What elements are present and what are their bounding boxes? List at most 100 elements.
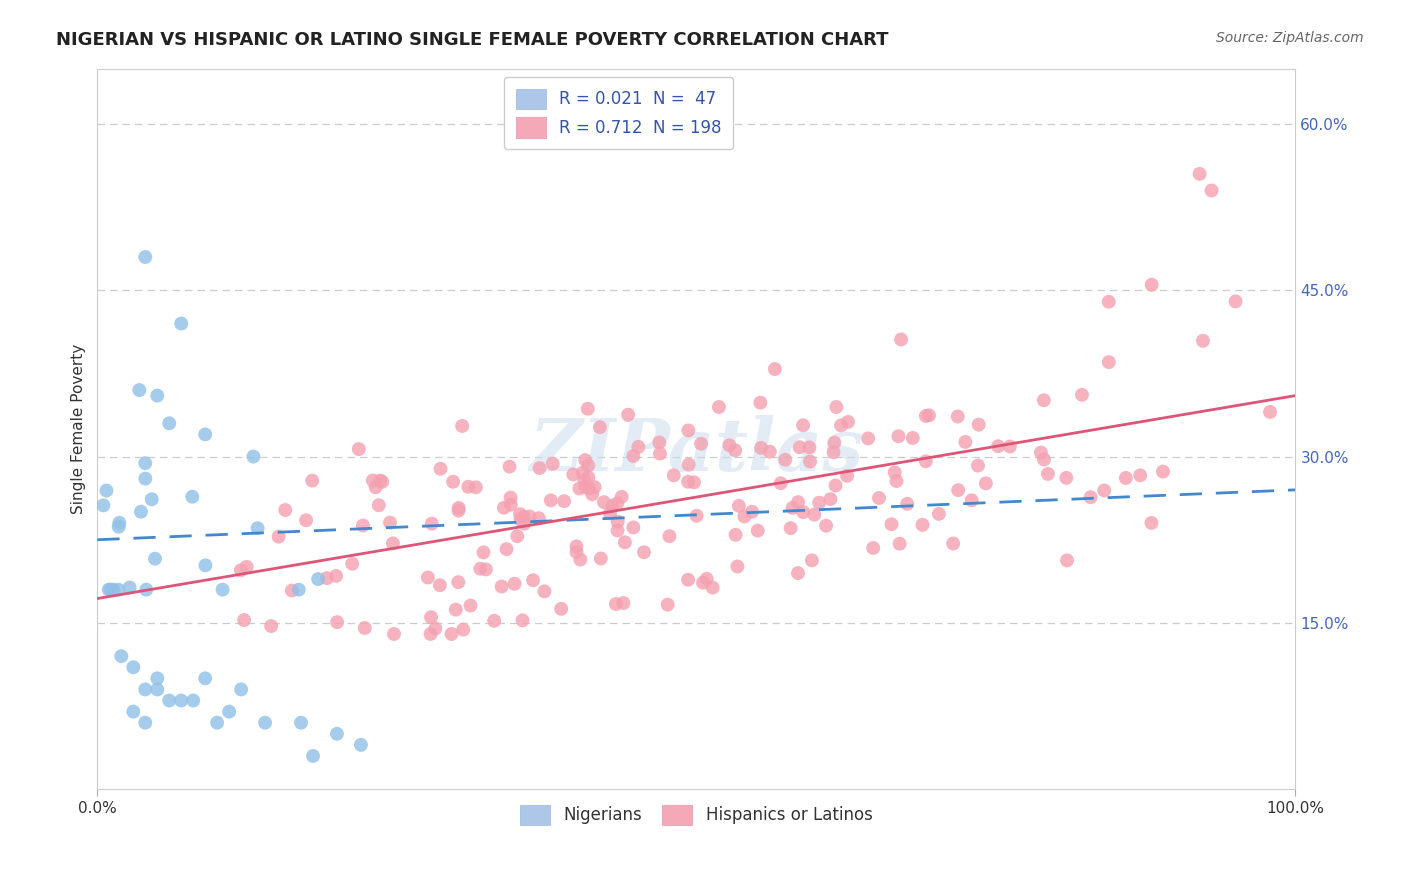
Point [96,483,118,498]
Point [789,440,811,454]
Point [420,610,443,624]
Point [583,480,606,494]
Point [475,562,498,576]
Point [759,444,782,458]
Point [157,693,180,707]
Point [194,427,217,442]
Point [522,573,544,587]
Point [889,537,911,551]
Point [1140,516,1163,530]
Point [1071,388,1094,402]
Point [288,582,311,597]
Point [482,614,505,628]
Point [589,420,612,434]
Point [820,492,842,507]
Point [260,619,283,633]
Text: NIGERIAN VS HISPANIC OR LATINO SINGLE FEMALE POVERTY CORRELATION CHART: NIGERIAN VS HISPANIC OR LATINO SINGLE FE… [56,31,889,49]
Point [613,535,636,549]
Point [633,545,655,559]
Point [274,503,297,517]
Point [103,582,125,597]
Point [955,434,977,449]
Point [569,552,592,566]
Point [129,505,152,519]
Point [825,400,848,414]
Point [974,476,997,491]
Point [690,436,713,450]
Point [915,454,938,468]
Point [509,513,531,527]
Point [381,536,404,550]
Point [769,476,792,491]
Point [326,615,349,629]
Point [316,571,339,585]
Point [350,738,373,752]
Point [998,440,1021,454]
Point [830,418,852,433]
Point [134,682,156,697]
Point [824,478,846,492]
Point [911,517,934,532]
Point [606,524,628,538]
Point [447,503,470,517]
Point [1036,467,1059,481]
Point [143,551,166,566]
Point [574,480,596,494]
Point [960,493,983,508]
Point [460,599,482,613]
Point [571,466,593,480]
Point [368,474,391,488]
Point [835,468,858,483]
Point [419,627,441,641]
Point [562,467,585,482]
Point [627,440,650,454]
Point [541,457,564,471]
Point [371,475,394,489]
Point [218,705,240,719]
Point [799,441,821,455]
Point [444,602,467,616]
Point [967,417,990,432]
Point [267,530,290,544]
Point [1152,465,1174,479]
Point [229,563,252,577]
Point [565,540,588,554]
Point [499,498,522,512]
Point [683,475,706,490]
Point [141,492,163,507]
Point [1115,471,1137,485]
Point [470,562,492,576]
Point [135,582,157,597]
Point [606,496,628,510]
Point [527,511,550,525]
Legend: Nigerians, Hispanics or Latinos: Nigerians, Hispanics or Latinos [510,795,883,835]
Point [1129,468,1152,483]
Point [896,497,918,511]
Point [574,473,596,487]
Point [658,529,681,543]
Point [425,622,447,636]
Point [134,456,156,470]
Point [157,417,180,431]
Point [1258,405,1281,419]
Point [856,432,879,446]
Point [254,715,277,730]
Point [987,439,1010,453]
Point [307,572,329,586]
Point [887,429,910,443]
Point [352,518,374,533]
Point [533,584,555,599]
Point [205,715,228,730]
Point [574,453,596,467]
Point [676,475,699,489]
Point [509,507,531,521]
Point [378,516,401,530]
Point [946,409,969,424]
Point [1192,334,1215,348]
Point [503,576,526,591]
Point [589,551,612,566]
Point [122,705,145,719]
Point [170,317,193,331]
Point [529,461,551,475]
Point [678,458,700,472]
